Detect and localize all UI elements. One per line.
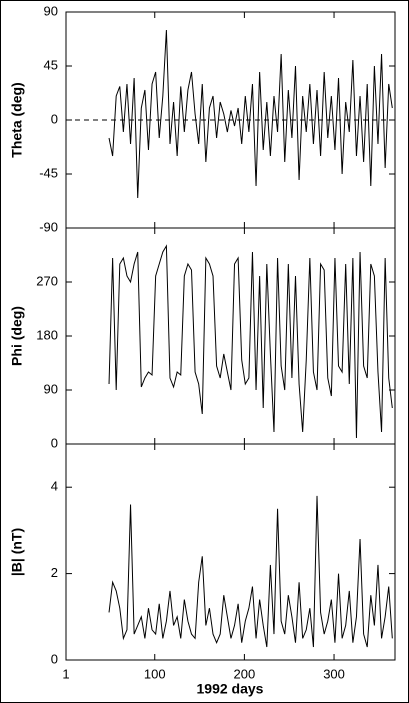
y-tick-label: 90	[44, 381, 58, 396]
y-tick-label: -90	[39, 219, 58, 234]
data-line	[108, 29, 393, 199]
y-tick-label: 45	[44, 57, 58, 72]
x-tick-label: 1	[62, 666, 69, 681]
y-axis-title: Theta (deg)	[9, 82, 25, 157]
y-tick-label: 0	[51, 651, 58, 666]
y-tick-label: 270	[36, 273, 58, 288]
y-axis-title: Phi (deg)	[9, 306, 25, 366]
x-tick-label: 100	[144, 666, 166, 681]
y-tick-label: 2	[51, 565, 58, 580]
x-axis-title: 1992 days	[197, 681, 264, 697]
y-tick-label: 0	[51, 111, 58, 126]
y-axis-title: |B| (nT)	[9, 528, 25, 576]
y-tick-label: -45	[39, 165, 58, 180]
x-tick-label: 300	[323, 666, 345, 681]
panel-frame	[65, 443, 396, 661]
y-tick-label: 90	[44, 3, 58, 18]
y-tick-label: 4	[51, 479, 58, 494]
data-line	[108, 495, 393, 648]
x-tick-label: 200	[234, 666, 256, 681]
y-tick-label: 180	[36, 327, 58, 342]
y-tick-label: 0	[51, 435, 58, 450]
data-line	[108, 244, 393, 439]
